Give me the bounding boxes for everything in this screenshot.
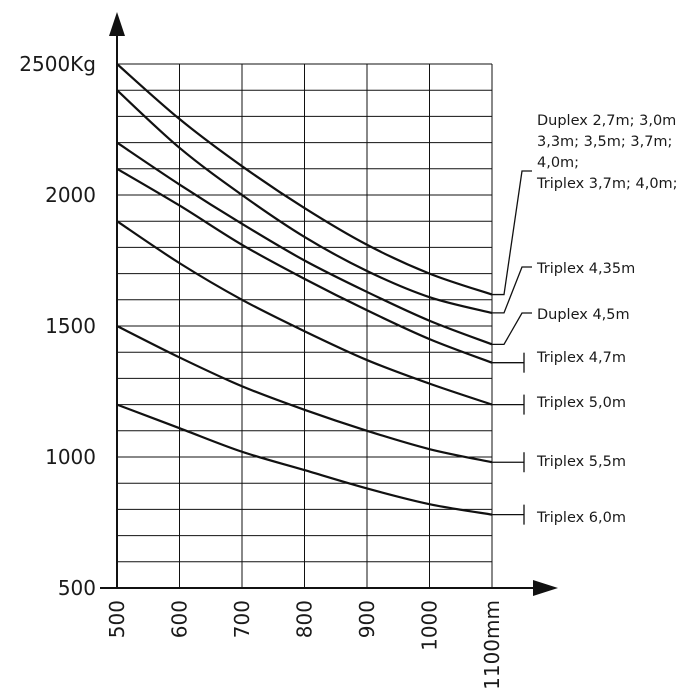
curve-label: Triplex 4,35m bbox=[536, 261, 635, 277]
y-tick-label: 1500 bbox=[45, 314, 96, 338]
curve-series-4 bbox=[116, 220, 493, 406]
curve-label: Duplex 2,7m; 3,0m; bbox=[537, 113, 677, 129]
curve-label: Triplex 5,5m bbox=[536, 454, 626, 470]
curve-series-2 bbox=[116, 141, 493, 346]
curve-series-5 bbox=[116, 325, 493, 464]
x-tick-label: 600 bbox=[168, 600, 192, 638]
curve-label: Triplex 6,0m bbox=[536, 510, 626, 526]
curves bbox=[116, 63, 493, 516]
y-tick-labels: 500 1000 1500 2000 2500Kg bbox=[19, 52, 96, 600]
curve-label: Duplex 4,5m bbox=[537, 307, 630, 323]
curve-label: Triplex 5,0m bbox=[536, 395, 626, 411]
label-leaders bbox=[492, 170, 532, 525]
curve-series-0 bbox=[116, 63, 493, 296]
x-tick-label: 900 bbox=[355, 600, 379, 638]
x-tick-label: 1100mm bbox=[480, 600, 504, 689]
x-tick-label: 1000 bbox=[418, 600, 442, 651]
curve-label: Triplex 3,7m; 4,0m; bbox=[536, 176, 677, 192]
y-tick-label: 2500Kg bbox=[19, 52, 96, 76]
x-tick-label: 500 bbox=[105, 600, 129, 638]
y-tick-label: 2000 bbox=[45, 183, 96, 207]
y-tick-label: 1000 bbox=[45, 445, 96, 469]
x-tick-labels: 500 600 700 800 900 1000 1100mm bbox=[105, 600, 504, 689]
curve-series-6 bbox=[116, 403, 493, 516]
x-tick-label: 700 bbox=[230, 600, 254, 638]
curve-label: 3,3m; 3,5m; 3,7m; bbox=[537, 134, 672, 150]
curve-label: Triplex 4,7m bbox=[536, 350, 626, 366]
label-leader bbox=[492, 312, 532, 345]
curve-series-1 bbox=[116, 89, 493, 314]
curve-series-3 bbox=[116, 167, 493, 364]
curve-labels: Duplex 2,7m; 3,0m; 3,3m; 3,5m; 3,7m; 4,0m;… bbox=[536, 113, 677, 526]
label-leader bbox=[492, 170, 532, 296]
y-axis-arrow bbox=[109, 12, 125, 36]
x-tick-label: 800 bbox=[293, 600, 317, 638]
axes bbox=[100, 12, 558, 596]
grid bbox=[117, 63, 493, 588]
curve-label: 4,0m; bbox=[537, 155, 579, 171]
label-leader bbox=[492, 266, 532, 314]
x-axis-arrow bbox=[533, 580, 558, 596]
y-tick-label: 500 bbox=[58, 576, 96, 600]
